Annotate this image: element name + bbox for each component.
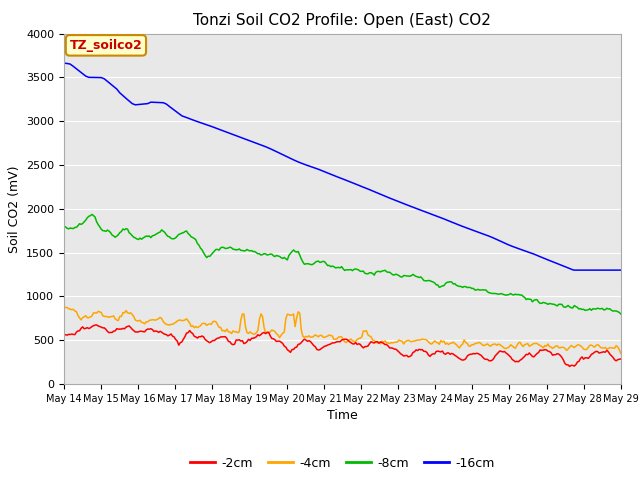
-8cm (60, 224, 68, 229)
Text: TZ_soilco2: TZ_soilco2 (70, 39, 142, 52)
-4cm (305, 333, 313, 339)
-2cm (589, 351, 596, 357)
Line: -16cm: -16cm (64, 63, 621, 270)
Line: -4cm: -4cm (64, 307, 621, 353)
-8cm (228, 245, 236, 251)
-4cm (588, 342, 595, 348)
-8cm (305, 261, 313, 267)
Line: -2cm: -2cm (64, 325, 621, 366)
-16cm (303, 163, 311, 168)
Line: -8cm: -8cm (64, 215, 621, 314)
-16cm (617, 267, 625, 273)
-4cm (617, 350, 625, 356)
-4cm (255, 317, 263, 323)
-2cm (228, 341, 236, 347)
-16cm (588, 267, 595, 273)
-16cm (254, 141, 262, 146)
-8cm (255, 251, 263, 257)
-16cm (60, 60, 68, 66)
-2cm (566, 363, 573, 369)
-8cm (88, 212, 96, 217)
Title: Tonzi Soil CO2 Profile: Open (East) CO2: Tonzi Soil CO2 Profile: Open (East) CO2 (193, 13, 492, 28)
-2cm (246, 337, 254, 343)
-16cm (226, 131, 234, 136)
Y-axis label: Soil CO2 (mV): Soil CO2 (mV) (8, 165, 20, 252)
-4cm (60, 305, 68, 311)
-4cm (228, 331, 236, 336)
-16cm (570, 267, 578, 273)
-2cm (130, 328, 138, 334)
-8cm (588, 307, 595, 313)
-4cm (130, 314, 138, 320)
-2cm (255, 333, 263, 338)
-8cm (130, 234, 138, 240)
-4cm (61, 304, 69, 310)
X-axis label: Time: Time (327, 409, 358, 422)
-8cm (617, 311, 625, 317)
-16cm (244, 137, 252, 143)
Legend: -2cm, -4cm, -8cm, -16cm: -2cm, -4cm, -8cm, -16cm (186, 452, 499, 475)
-16cm (129, 101, 136, 107)
-2cm (60, 333, 68, 338)
-4cm (246, 329, 254, 335)
-2cm (617, 356, 625, 362)
-2cm (305, 338, 313, 344)
-8cm (246, 248, 254, 254)
-2cm (93, 322, 100, 328)
